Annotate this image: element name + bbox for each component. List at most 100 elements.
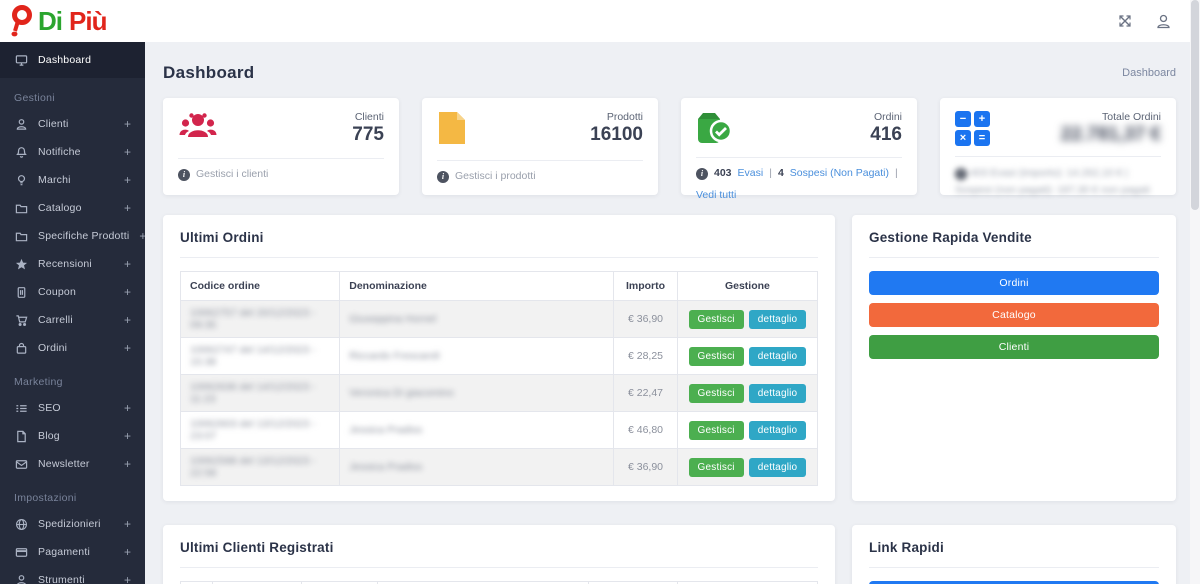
sospesi-count: 4 — [777, 167, 784, 179]
breadcrumb[interactable]: Dashboard — [1122, 67, 1176, 79]
page-scrollbar[interactable] — [1190, 0, 1200, 584]
expand-plus-icon[interactable]: + — [123, 201, 131, 215]
globe-icon — [14, 518, 28, 531]
sidebar-item-ordini[interactable]: Ordini + — [0, 334, 145, 362]
gestisci-button[interactable]: Gestisci — [688, 383, 744, 403]
col-header-codice: Codice ordine — [179, 271, 341, 301]
quick-clienti-button[interactable]: Clienti — [869, 335, 1159, 359]
manage-clients-link[interactable]: Gestisci i clienti — [196, 168, 269, 180]
sidebar-item-label: Pagamenti — [38, 546, 90, 558]
quick-catalogo-button[interactable]: Catalogo — [869, 303, 1159, 327]
expand-plus-icon[interactable]: + — [123, 457, 131, 471]
sidebar-item-specifiche-prodotti[interactable]: Specifiche Prodotti + — [0, 222, 145, 250]
sidebar-item-seo[interactable]: SEO + — [0, 394, 145, 422]
order-code-redacted: 10062757 del 20/12/2023 - 09:35 — [190, 307, 316, 331]
gestione-blog-button[interactable]: Gestione blog — [869, 581, 1159, 584]
dettaglio-button[interactable]: dettaglio — [748, 457, 807, 477]
gestione-rapida-vendite-panel: Gestione Rapida Vendite Ordini Catalogo … — [852, 215, 1176, 501]
expand-plus-icon[interactable]: + — [123, 285, 131, 299]
sidebar-item-newsletter[interactable]: Newsletter + — [0, 450, 145, 478]
stat-label: Prodotti — [606, 111, 643, 123]
sidebar-item-pagamenti[interactable]: Pagamenti + — [0, 538, 145, 566]
sidebar-item-marchi[interactable]: Marchi + — [0, 166, 145, 194]
col-header-stato: Stato — [587, 581, 678, 584]
panel-title: Ultimi Clienti Registrati — [180, 540, 334, 555]
table-row: 10062747 del 14/12/2023 - 15:38 Riccardo… — [179, 337, 819, 375]
sidebar-item-spedizionieri[interactable]: Spedizionieri + — [0, 510, 145, 538]
dettaglio-button[interactable]: dettaglio — [748, 383, 807, 403]
brand-logo[interactable]: Di Più — [0, 4, 107, 38]
table-row: 10062636 del 14/12/2023 - 11:23 Veronica… — [179, 374, 819, 412]
order-name-redacted: Giuseppina Hornel — [349, 313, 437, 325]
table-row: 10062757 del 20/12/2023 - 09:35 Giuseppi… — [179, 300, 819, 338]
col-header-cognome: Cognome — [301, 581, 379, 584]
expand-plus-icon[interactable]: + — [123, 145, 131, 159]
expand-plus-icon[interactable]: + — [123, 341, 131, 355]
sidebar-item-blog[interactable]: Blog + — [0, 422, 145, 450]
gestisci-button[interactable]: Gestisci — [688, 309, 744, 329]
sidebar-item-label: Dashboard — [38, 54, 92, 66]
sidebar-item-label: SEO — [38, 402, 61, 414]
sidebar-item-label: Clienti — [38, 118, 69, 130]
stat-value-redacted: 22.781,37 € — [1060, 124, 1161, 145]
dettaglio-button[interactable]: dettaglio — [748, 420, 807, 440]
expand-plus-icon[interactable]: + — [123, 173, 131, 187]
list-icon — [14, 402, 28, 415]
sidebar-item-recensioni[interactable]: Recensioni + — [0, 250, 145, 278]
expand-plus-icon[interactable]: + — [123, 429, 131, 443]
expand-plus-icon[interactable]: + — [139, 229, 145, 243]
panel-title: Gestione Rapida Vendite — [869, 230, 1032, 245]
ultimi-clienti-panel: Ultimi Clienti Registrati ID Nome Cognom… — [163, 525, 835, 584]
evasi-link[interactable]: Evasi — [737, 167, 764, 179]
expand-plus-icon[interactable]: + — [123, 573, 131, 584]
sidebar-section-gestioni: Gestioni — [14, 92, 55, 104]
col-header-denominazione: Denominazione — [339, 271, 615, 301]
sidebar-item-coupon[interactable]: Coupon + — [0, 278, 145, 306]
sospesi-link[interactable]: Sospesi (Non Pagati) — [789, 167, 890, 179]
manage-products-link[interactable]: Gestisci i prodotti — [455, 170, 536, 182]
sidebar-item-label: Coupon — [38, 286, 76, 298]
sidebar-item-clienti[interactable]: Clienti + — [0, 110, 145, 138]
scrollbar-thumb[interactable] — [1191, 0, 1199, 210]
info-icon: i — [178, 168, 190, 181]
quick-ordini-button[interactable]: Ordini — [869, 271, 1159, 295]
sidebar-item-label: Carrelli — [38, 314, 73, 326]
col-header-gestione: Gestione — [676, 271, 819, 301]
vedi-tutti-link[interactable]: Vedi tutti — [696, 188, 737, 201]
expand-plus-icon[interactable]: + — [123, 517, 131, 531]
sidebar-item-label: Blog — [38, 430, 60, 442]
order-amount: € 36,90 — [613, 448, 678, 486]
user-icon — [14, 574, 28, 584]
dettaglio-button[interactable]: dettaglio — [748, 346, 807, 366]
fullscreen-icon[interactable] — [1117, 13, 1133, 29]
expand-plus-icon[interactable]: + — [123, 313, 131, 327]
sidebar-item-notifiche[interactable]: Notifiche + — [0, 138, 145, 166]
stat-card-clienti: Clienti 775 i Gestisci i clienti — [163, 98, 399, 195]
expand-plus-icon[interactable]: + — [123, 545, 131, 559]
gestisci-button[interactable]: Gestisci — [688, 457, 744, 477]
order-code-redacted: 10062598 del 13/12/2023 - 22:58 — [190, 455, 316, 479]
order-amount: € 28,25 — [613, 337, 678, 375]
expand-plus-icon[interactable]: + — [123, 117, 131, 131]
expand-plus-icon[interactable]: + — [123, 401, 131, 415]
gestisci-button[interactable]: Gestisci — [688, 346, 744, 366]
expand-plus-icon[interactable]: + — [123, 257, 131, 271]
main-content: Dashboard Dashboard Clienti 775 — [145, 42, 1200, 584]
user-profile-icon[interactable] — [1155, 13, 1172, 30]
sidebar-item-strumenti[interactable]: Strumenti + — [0, 566, 145, 584]
stat-value: 775 — [352, 124, 384, 145]
bag-icon — [14, 342, 28, 355]
order-amount: € 36,90 — [613, 300, 678, 338]
panel-title: Link Rapidi — [869, 540, 944, 555]
sidebar-item-catalogo[interactable]: Catalogo + — [0, 194, 145, 222]
cart-icon — [14, 314, 28, 327]
sidebar-item-dashboard[interactable]: Dashboard — [0, 42, 145, 78]
coupon-icon — [14, 286, 28, 299]
sidebar-item-carrelli[interactable]: Carrelli + — [0, 306, 145, 334]
gestisci-button[interactable]: Gestisci — [688, 420, 744, 440]
sidebar-item-label: Specifiche Prodotti — [38, 230, 130, 242]
orders-table: Codice ordine Denominazione Importo Gest… — [179, 271, 819, 486]
dettaglio-button[interactable]: dettaglio — [748, 309, 807, 329]
order-code-redacted: 10062603 del 13/12/2023 - 23:07 — [190, 418, 316, 442]
totale-footer-redacted: 403 Evasi (importo): 14.262,10 € | Sospe… — [955, 167, 1150, 196]
